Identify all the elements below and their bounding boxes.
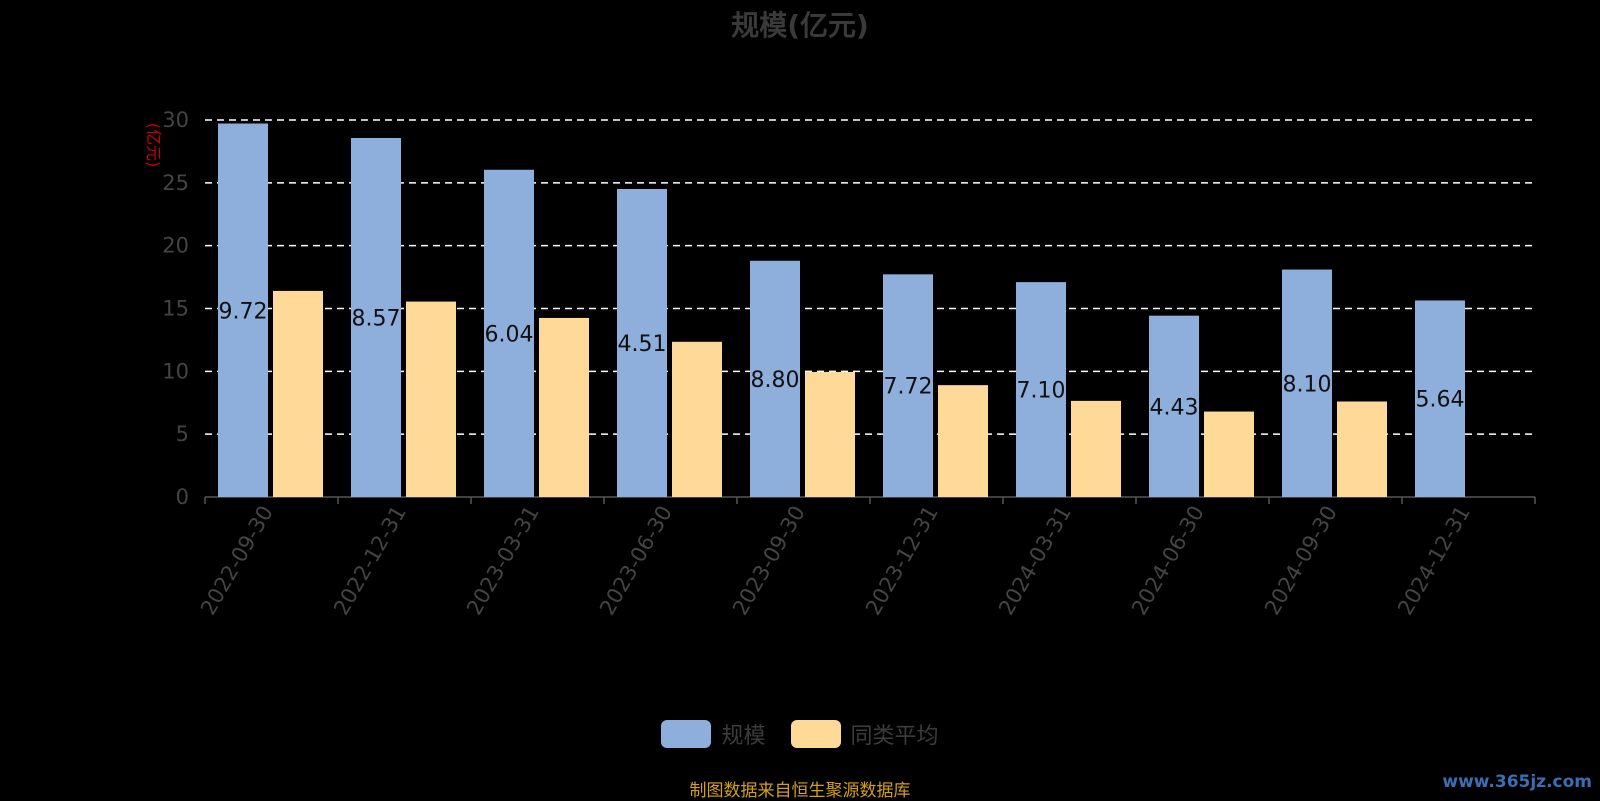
bar-scale[interactable] bbox=[1282, 269, 1332, 497]
source-note: 制图数据来自恒生聚源数据库 bbox=[689, 781, 911, 801]
x-tick-label: 2024-03-31 bbox=[994, 502, 1076, 620]
grid-lines bbox=[205, 119, 1535, 435]
x-tick-label: 2023-12-31 bbox=[861, 502, 943, 620]
data-label: 8.10 bbox=[1283, 372, 1332, 397]
y-tick-label: 0 bbox=[176, 485, 189, 509]
data-label: 7.72 bbox=[884, 375, 933, 400]
bar-scale[interactable] bbox=[883, 274, 933, 497]
bar-scale[interactable] bbox=[351, 137, 401, 497]
bars bbox=[218, 123, 1465, 497]
chart-title: 规模(亿元) bbox=[731, 9, 869, 42]
x-tick-label: 2023-09-30 bbox=[728, 502, 810, 620]
bar-average[interactable] bbox=[539, 317, 589, 497]
bar-scale[interactable] bbox=[617, 188, 667, 497]
data-labels: 9.72 8.57 6.04 4.51 8.80 7.72 7.10 4.43 8.10 5.64 bbox=[219, 299, 1465, 420]
bar-average[interactable] bbox=[406, 301, 456, 497]
legend-label-average: 同类平均 bbox=[850, 724, 939, 749]
bar-average[interactable] bbox=[1071, 400, 1121, 497]
bar-average[interactable] bbox=[938, 385, 988, 497]
legend-swatch-average bbox=[790, 720, 841, 748]
legend-item-scale[interactable]: 规模 bbox=[661, 718, 765, 750]
data-label: 6.04 bbox=[485, 322, 534, 347]
x-tick-label: 2023-03-31 bbox=[462, 502, 544, 620]
data-label: 9.72 bbox=[219, 299, 268, 324]
legend-item-average[interactable]: 同类平均 bbox=[790, 718, 939, 750]
bar-average[interactable] bbox=[805, 371, 855, 497]
bar-average[interactable] bbox=[273, 290, 323, 497]
legend-swatch-scale bbox=[661, 720, 712, 748]
data-label: 5.64 bbox=[1416, 388, 1465, 413]
y-tick-label: 30 bbox=[162, 108, 189, 132]
x-tick-label: 2024-06-30 bbox=[1127, 502, 1209, 620]
bar-average[interactable] bbox=[1337, 401, 1387, 497]
data-label: 4.51 bbox=[618, 332, 667, 357]
x-tick-label: 2023-06-30 bbox=[595, 502, 677, 620]
bar-scale[interactable] bbox=[1149, 315, 1199, 497]
y-tick-label: 15 bbox=[162, 297, 189, 321]
x-tick-label: 2022-12-31 bbox=[329, 502, 411, 620]
bar-scale[interactable] bbox=[1016, 282, 1066, 497]
bar-scale[interactable] bbox=[484, 169, 534, 497]
bar-average[interactable] bbox=[1204, 411, 1254, 497]
y-tick-label: 25 bbox=[162, 171, 189, 195]
bar-scale[interactable] bbox=[218, 123, 268, 497]
data-label: 8.80 bbox=[751, 368, 800, 393]
x-tick-label: 2022-09-30 bbox=[196, 502, 278, 620]
bar-scale[interactable] bbox=[1415, 300, 1465, 497]
bar-scale[interactable] bbox=[750, 260, 800, 497]
legend: 规模 同类平均 bbox=[0, 718, 1600, 752]
legend-label-scale: 规模 bbox=[721, 724, 766, 749]
x-tick-label: 2024-09-30 bbox=[1260, 502, 1342, 620]
data-label: 7.10 bbox=[1017, 379, 1066, 404]
data-label: 8.57 bbox=[352, 306, 401, 331]
watermark: www.365jz.com bbox=[1442, 772, 1592, 792]
data-label: 4.43 bbox=[1150, 395, 1199, 420]
y-tick-label: 10 bbox=[162, 359, 189, 383]
bar-average[interactable] bbox=[672, 341, 722, 497]
y-tick-label: 5 bbox=[176, 422, 189, 446]
y-tick-label: 20 bbox=[162, 234, 189, 258]
y-axis-label: (亿元) bbox=[144, 123, 163, 168]
x-tick-label: 2024-12-31 bbox=[1393, 502, 1475, 620]
